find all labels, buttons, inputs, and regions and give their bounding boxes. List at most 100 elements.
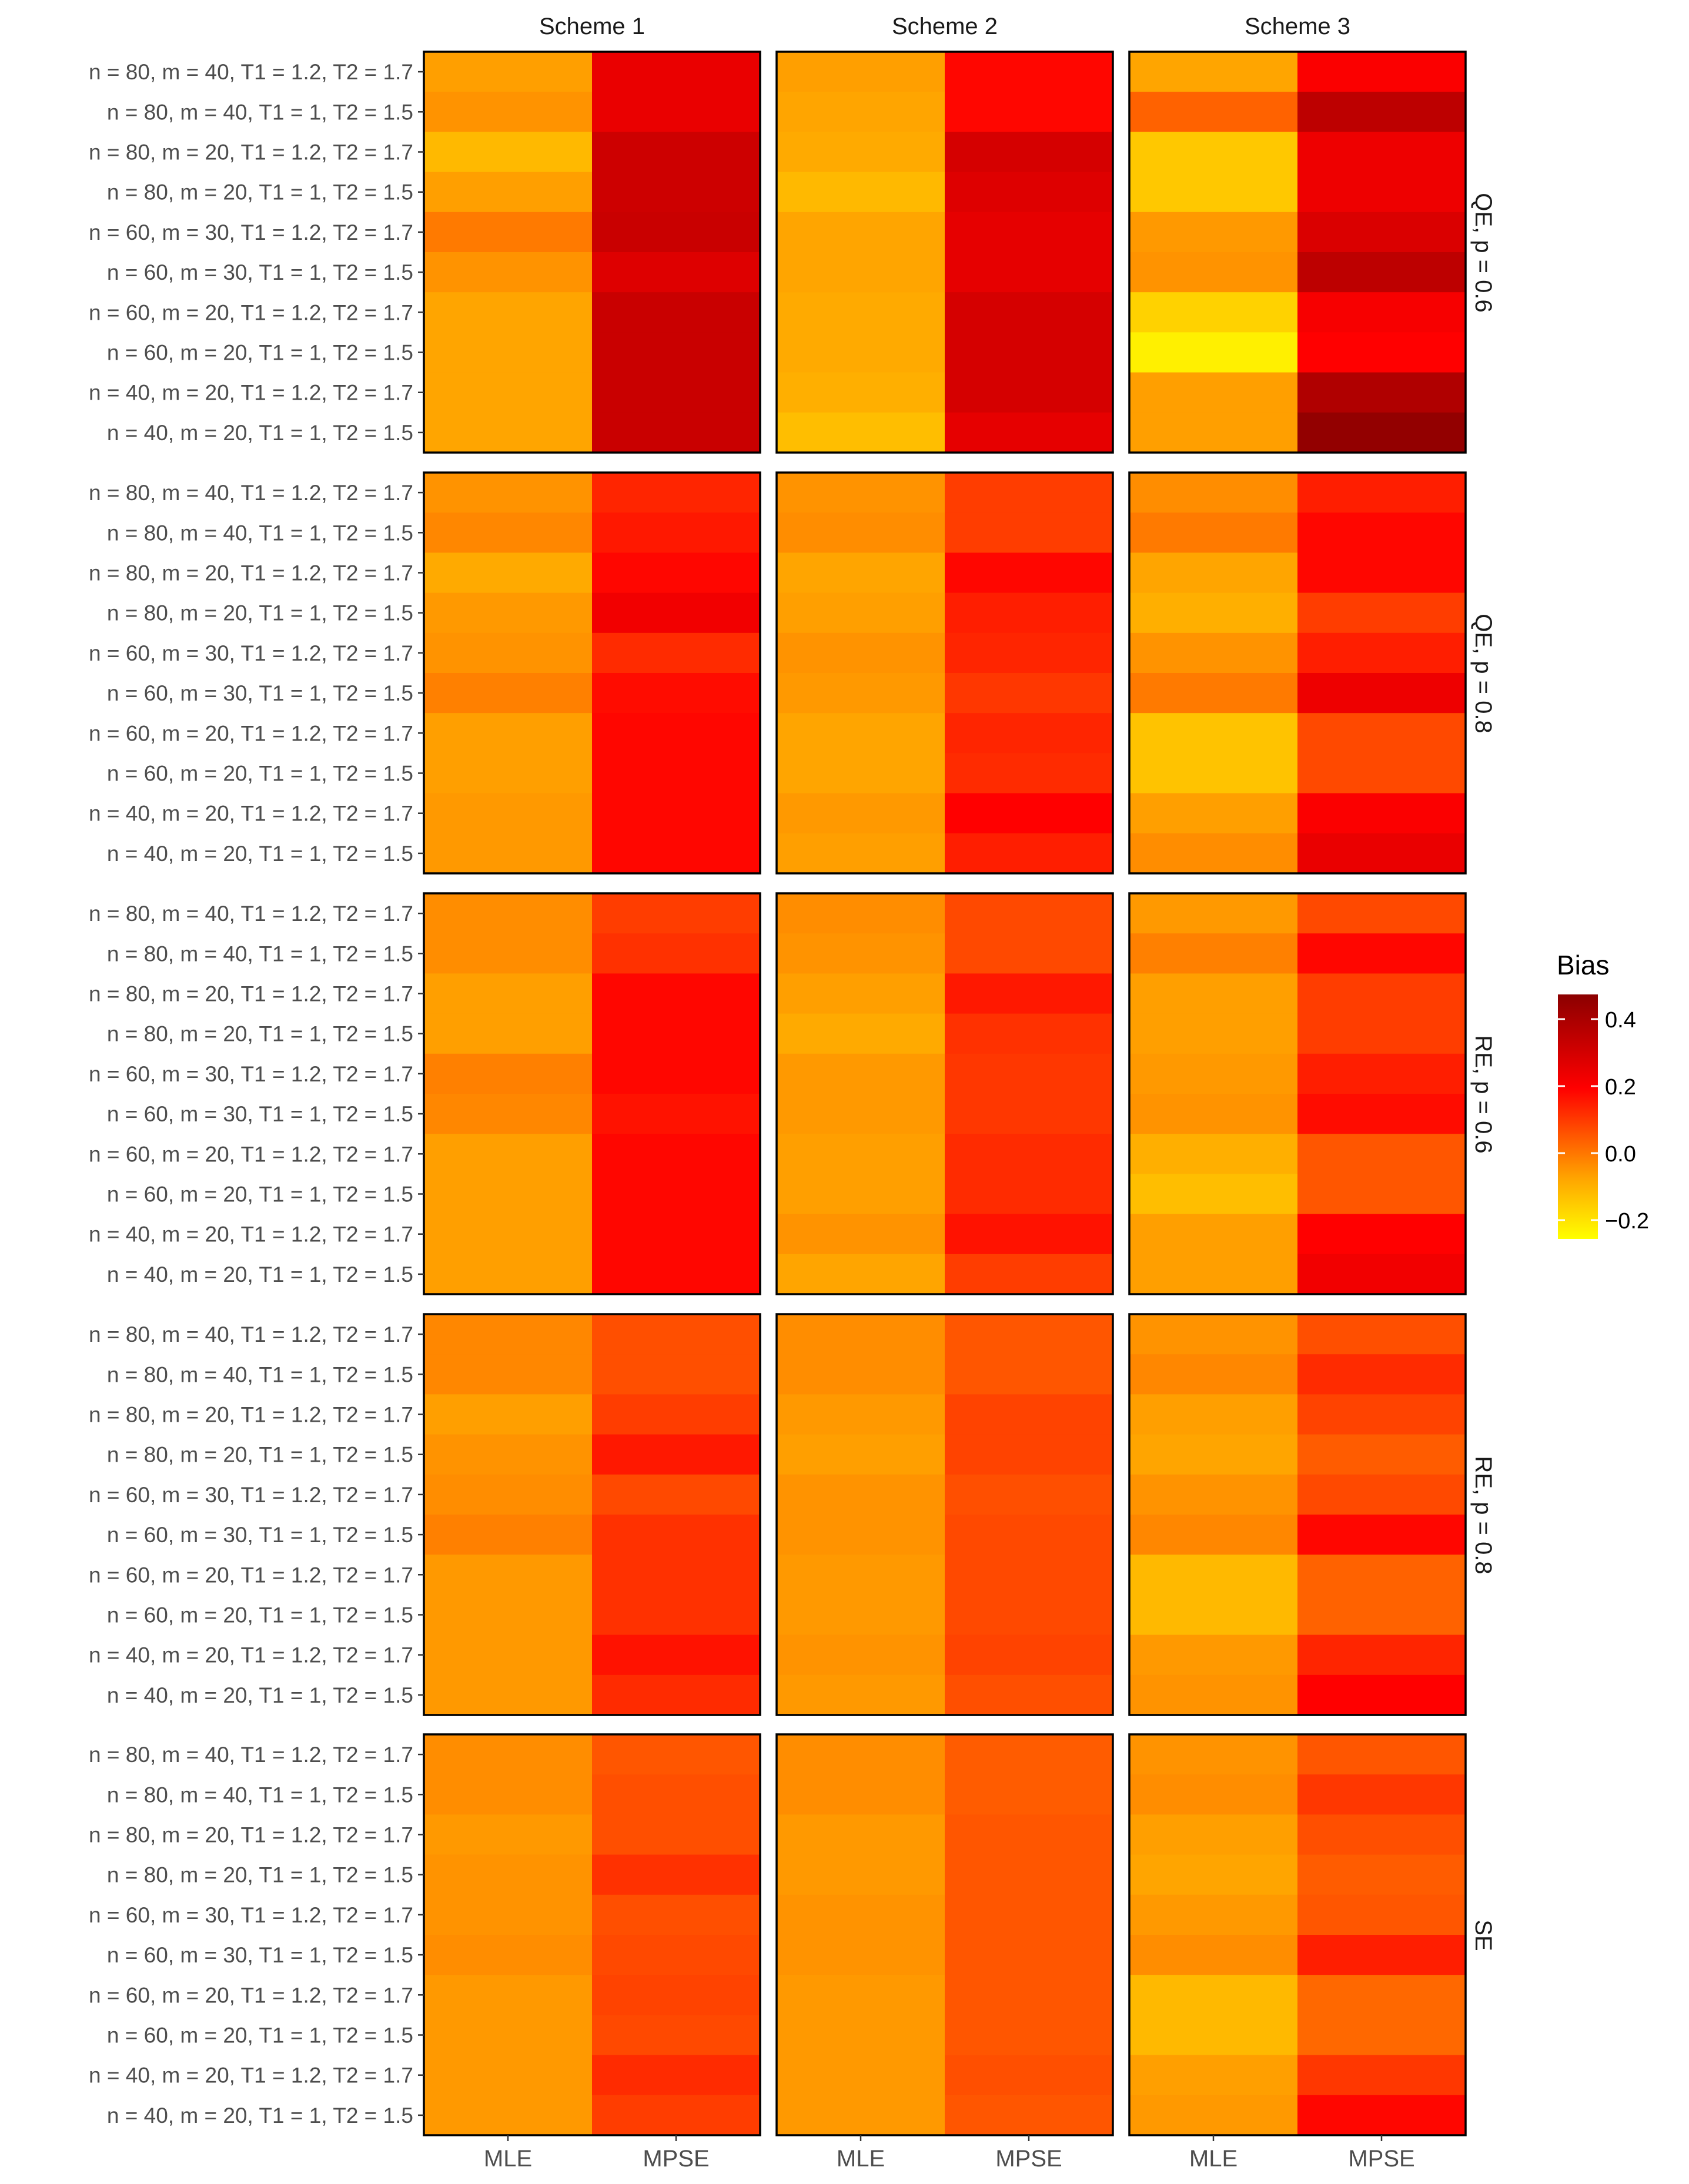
- tile-mle: [1129, 1515, 1298, 1555]
- tile-mle: [777, 1515, 945, 1555]
- tile-mpse: [592, 52, 761, 92]
- legend-title: Bias: [1557, 950, 1609, 980]
- y-tick-label: n = 80, m = 40, T1 = 1, T2 = 1.5: [107, 521, 413, 545]
- tile-mpse: [945, 1474, 1113, 1515]
- tile-mpse: [592, 833, 761, 874]
- tile-mle: [777, 1975, 945, 2015]
- tile-mle: [1129, 1354, 1298, 1395]
- tile-mpse: [945, 1094, 1113, 1134]
- panel-qe-p-0-6-scheme-2: [775, 51, 1114, 454]
- tile-mle: [777, 1595, 945, 1636]
- panel-se-scheme-1: [423, 1733, 761, 2136]
- tile-mpse: [1297, 332, 1466, 373]
- tile-mle: [424, 673, 593, 714]
- tile-mle: [424, 753, 593, 794]
- panel-qe-p-0-8-scheme-3: [1128, 471, 1467, 875]
- tile-mle: [777, 332, 945, 373]
- tile-mpse: [945, 933, 1113, 974]
- x-tick-mle-scheme-1: MLE: [484, 2146, 532, 2172]
- tile-mpse: [1297, 833, 1466, 874]
- tile-mpse: [592, 332, 761, 373]
- tile-mle: [1129, 292, 1298, 333]
- tile-mle: [1129, 473, 1298, 513]
- tile-mle: [424, 1595, 593, 1636]
- y-tick-label: n = 40, m = 20, T1 = 1, T2 = 1.5: [107, 842, 413, 866]
- tile-mle: [1129, 2055, 1298, 2096]
- tile-mle: [1129, 92, 1298, 132]
- tile-mpse: [945, 793, 1113, 834]
- x-tick-mpse-scheme-1: MPSE: [643, 2146, 709, 2172]
- tile-mle: [777, 1734, 945, 1775]
- y-tick-label: n = 60, m = 20, T1 = 1.2, T2 = 1.7: [89, 1142, 413, 1166]
- tile-mpse: [592, 1314, 761, 1355]
- heatmap-panels: [423, 51, 1467, 2136]
- tile-mle: [424, 332, 593, 373]
- tile-mpse: [592, 1555, 761, 1595]
- tile-mpse: [1297, 1314, 1466, 1355]
- tile-mpse: [592, 1434, 761, 1475]
- y-tick-label: n = 60, m = 20, T1 = 1.2, T2 = 1.7: [89, 1983, 413, 2007]
- tile-mpse: [1297, 1674, 1466, 1716]
- tile-mle: [1129, 1434, 1298, 1475]
- tile-mle: [424, 92, 593, 132]
- tile-mle: [777, 52, 945, 92]
- tile-mpse: [1297, 1254, 1466, 1295]
- tile-mpse: [1297, 1734, 1466, 1775]
- panel-re-p-0-6-scheme-2: [775, 892, 1114, 1295]
- tile-mpse: [592, 673, 761, 714]
- y-tick-label: n = 60, m = 30, T1 = 1.2, T2 = 1.7: [89, 220, 413, 244]
- tile-mpse: [1297, 512, 1466, 553]
- panel-border: [423, 1313, 761, 1716]
- tile-mle: [424, 1254, 593, 1295]
- tile-mpse: [945, 1394, 1113, 1435]
- tile-mle: [777, 673, 945, 714]
- panel-se-scheme-2: [775, 1733, 1114, 2136]
- tile-mpse: [592, 92, 761, 132]
- tile-mpse: [1297, 973, 1466, 1014]
- panel-border: [775, 892, 1114, 1295]
- tile-mpse: [592, 632, 761, 674]
- tile-mpse: [945, 1013, 1113, 1054]
- tile-mpse: [1297, 1975, 1466, 2015]
- panel-border: [1128, 892, 1467, 1295]
- tile-mle: [1129, 1634, 1298, 1676]
- tile-mpse: [592, 512, 761, 553]
- tile-mle: [777, 512, 945, 553]
- tile-mpse: [945, 172, 1113, 213]
- tile-mpse: [945, 1254, 1113, 1295]
- tile-mle: [1129, 1935, 1298, 1975]
- tile-mpse: [592, 753, 761, 794]
- y-tick-label: n = 60, m = 20, T1 = 1.2, T2 = 1.7: [89, 300, 413, 324]
- tile-mpse: [1297, 2055, 1466, 2096]
- tile-mpse: [945, 292, 1113, 333]
- panel-re-p-0-6-scheme-1: [423, 892, 761, 1295]
- tile-mpse: [1297, 1053, 1466, 1094]
- tile-mle: [1129, 1394, 1298, 1435]
- tile-mle: [777, 412, 945, 453]
- y-tick-label: n = 80, m = 20, T1 = 1.2, T2 = 1.7: [89, 140, 413, 165]
- tile-mle: [424, 2055, 593, 2096]
- tile-mpse: [1297, 252, 1466, 293]
- tile-mpse: [945, 2015, 1113, 2056]
- tile-mle: [424, 52, 593, 92]
- legend-tick-0.4: 0.4: [1605, 1008, 1636, 1033]
- tile-mpse: [945, 1354, 1113, 1395]
- tile-mpse: [945, 1674, 1113, 1716]
- tile-mle: [777, 1174, 945, 1215]
- tile-mpse: [945, 1975, 1113, 2015]
- x-tick-mpse-scheme-3: MPSE: [1348, 2146, 1414, 2172]
- tile-mle: [1129, 412, 1298, 453]
- tile-mpse: [945, 1434, 1113, 1475]
- tile-mpse: [1297, 1434, 1466, 1475]
- tile-mle: [1129, 1314, 1298, 1355]
- tile-mle: [424, 1894, 593, 1935]
- tile-mle: [777, 1354, 945, 1395]
- strip-qe-p06: QE, p = 0.6: [1470, 193, 1496, 312]
- y-tick-label: n = 40, m = 20, T1 = 1, T2 = 1.5: [107, 1683, 413, 1707]
- tile-mle: [1129, 1595, 1298, 1636]
- tile-mle: [777, 793, 945, 834]
- tile-mle: [424, 552, 593, 594]
- tile-mpse: [945, 252, 1113, 293]
- y-tick-label: n = 80, m = 40, T1 = 1, T2 = 1.5: [107, 100, 413, 124]
- y-tick-label: n = 80, m = 20, T1 = 1.2, T2 = 1.7: [89, 982, 413, 1006]
